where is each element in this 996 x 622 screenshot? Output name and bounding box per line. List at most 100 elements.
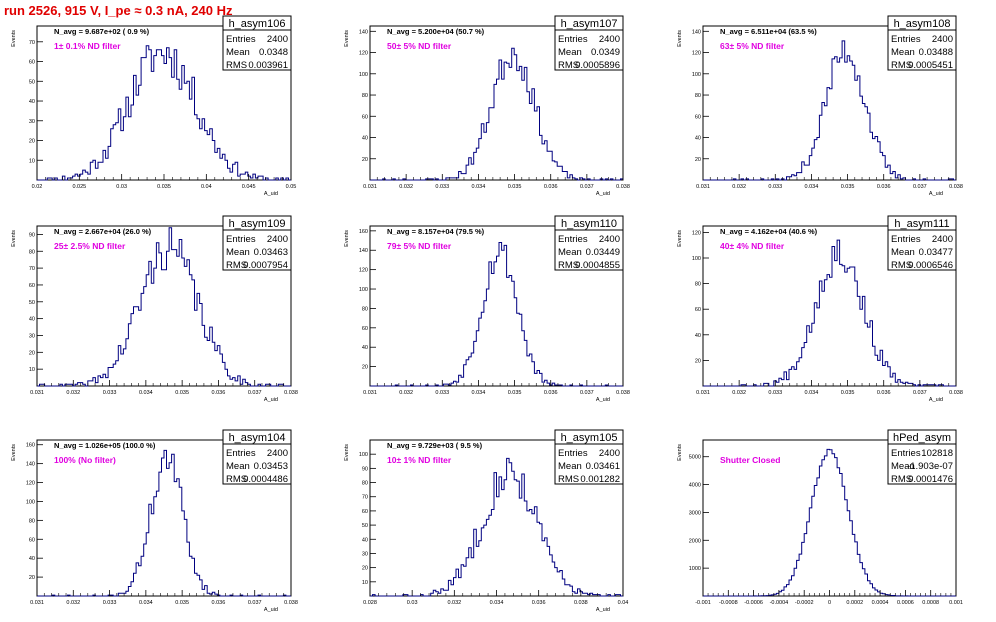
x-tick-label: 0 [828, 600, 831, 606]
stats-name: h_asym111 [894, 218, 949, 230]
y-tick-label: 60 [362, 114, 368, 120]
x-tick-label: 0.025 [72, 184, 86, 190]
x-tick-label: 0.035 [175, 390, 189, 396]
stats-name: h_asym108 [894, 18, 951, 30]
histogram-line [703, 40, 956, 181]
filter-annotation: 40± 4% ND filter [720, 241, 785, 251]
y-tick-label: 70 [29, 40, 35, 46]
y-tick-label: 60 [29, 283, 35, 289]
y-tick-label: 120 [692, 51, 701, 57]
stats-mean-value: 0.03488 [919, 47, 953, 58]
y-tick-label: 20 [29, 139, 35, 145]
y-tick-label: 30 [29, 333, 35, 339]
y-axis-title: Events [344, 30, 350, 47]
stats-name: h_asym107 [561, 18, 618, 30]
x-tick-label: 0.036 [212, 600, 226, 606]
stats-name: h_asym104 [229, 432, 286, 444]
y-tick-label: 5000 [689, 455, 701, 461]
histogram-line [37, 227, 291, 387]
stats-rms-value: 0.003961 [248, 60, 288, 71]
x-tick-label: 0.035 [841, 390, 855, 396]
stats-mean-label: Mean [891, 247, 915, 258]
histogram-line [370, 242, 623, 387]
stats-rms-value: 0.0005451 [908, 60, 953, 71]
y-tick-label: 90 [362, 466, 368, 472]
y-tick-label: 40 [695, 333, 701, 339]
stats-mean-label: Mean [558, 461, 582, 472]
stats-entries-value: 2400 [599, 34, 620, 45]
navg-label: N_avg = 9.729e+03 ( 9.5 %) [387, 441, 483, 450]
filter-annotation: 1± 0.1% ND filter [54, 41, 121, 51]
stats-entries-value: 2400 [599, 448, 620, 459]
x-tick-label: 0.0006 [897, 600, 914, 606]
x-tick-label: 0.036 [212, 390, 226, 396]
y-tick-label: 100 [359, 72, 368, 78]
y-axis-title: Events [11, 444, 17, 461]
stats-entries-label: Entries [891, 234, 921, 245]
x-tick-label: 0.034 [490, 600, 504, 606]
stats-mean-label: Mean [226, 461, 250, 472]
filter-annotation: 100% (No filter) [54, 455, 116, 465]
x-tick-label: 0.033 [768, 390, 782, 396]
stats-name: h_asym109 [229, 218, 286, 230]
x-tick-label: 0.036 [877, 390, 891, 396]
x-tick-label: 0.028 [363, 600, 377, 606]
y-tick-label: 80 [362, 93, 368, 99]
x-tick-label: 0.034 [139, 390, 153, 396]
x-tick-label: 0.034 [472, 184, 486, 190]
histogram-line [370, 457, 623, 597]
stats-entries-value: 2400 [932, 34, 953, 45]
y-tick-label: 120 [359, 51, 368, 57]
histogram-line [703, 448, 956, 597]
x-tick-label: 0.034 [472, 390, 486, 396]
y-axis-title: Events [344, 444, 350, 461]
stats-mean-value: 0.03477 [919, 247, 953, 258]
plot-frame [36, 225, 292, 387]
x-tick-label: 0.033 [435, 184, 449, 190]
y-tick-label: 80 [362, 306, 368, 312]
y-tick-label: 80 [695, 93, 701, 99]
y-tick-label: 40 [29, 556, 35, 562]
stats-rms-label: RMS [226, 474, 247, 485]
y-tick-label: 90 [29, 232, 35, 238]
y-tick-label: 2000 [689, 538, 701, 544]
x-tick-label: 0.032 [66, 600, 80, 606]
x-tick-label: 0.038 [949, 390, 963, 396]
y-tick-label: 120 [26, 481, 35, 487]
stats-rms-label: RMS [226, 260, 247, 271]
y-tick-label: 60 [29, 537, 35, 543]
stats-mean-label: Mean [558, 247, 582, 258]
x-tick-label: 0.035 [157, 184, 171, 190]
stats-box [222, 429, 292, 485]
stats-rms-value: 0.001282 [580, 474, 620, 485]
x-tick-label: 0.031 [30, 390, 44, 396]
x-tick-label: 0.03 [407, 600, 418, 606]
x-tick-label: 0.038 [949, 184, 963, 190]
y-tick-label: 20 [362, 157, 368, 163]
y-tick-label: 80 [29, 518, 35, 524]
x-tick-label: 0.033 [103, 600, 117, 606]
page-title: run 2526, 915 V, I_pe ≈ 0.3 nA, 240 Hz [4, 3, 233, 18]
histogram-panel: 0.031 0.032 0.033 0.034 0.035 0.036 0.037 0.038… [344, 15, 630, 197]
y-tick-label: 40 [362, 136, 368, 142]
y-tick-label: 70 [362, 495, 368, 501]
x-tick-label: 0.031 [363, 184, 377, 190]
stats-box [222, 15, 292, 71]
y-axis-title: Events [11, 230, 17, 247]
x-axis-title: A_uid [264, 191, 278, 197]
y-axis-title: Events [677, 30, 683, 47]
stats-entries-value: 2400 [267, 234, 288, 245]
x-tick-label: 0.037 [913, 390, 927, 396]
stats-mean-value: 0.03461 [586, 461, 620, 472]
stats-entries-label: Entries [558, 234, 588, 245]
y-tick-label: 30 [362, 551, 368, 557]
x-tick-label: 0.045 [242, 184, 256, 190]
stats-mean-label: Mean [226, 47, 250, 58]
stats-rms-label: RMS [558, 60, 579, 71]
x-tick-label: -0.0004 [770, 600, 789, 606]
y-tick-label: 120 [692, 230, 701, 236]
x-tick-label: 0.032 [447, 600, 461, 606]
y-tick-label: 60 [362, 509, 368, 515]
x-tick-label: 0.032 [732, 184, 746, 190]
